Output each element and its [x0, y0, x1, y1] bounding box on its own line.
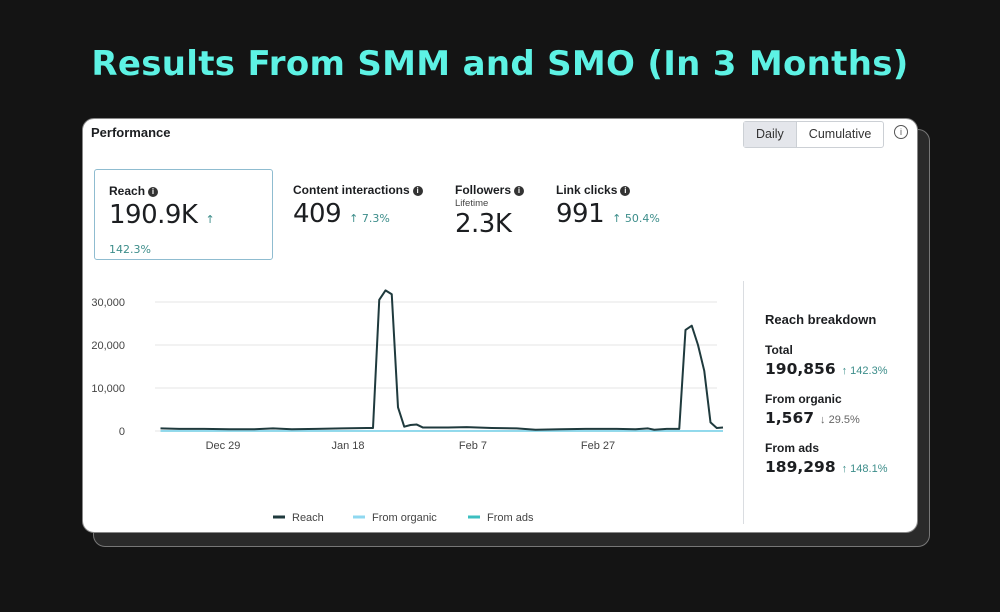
metric-change: ↑ 7.3%	[349, 212, 390, 225]
legend-label: Reach	[292, 512, 324, 524]
metric-change: ↑ 142.3%	[109, 213, 215, 256]
metric-change: ↑ 50.4%	[612, 212, 660, 225]
breakdown-change: ↑ 148.1%	[841, 463, 888, 475]
y-tick-label: 10,000	[91, 383, 125, 395]
metric-followers[interactable]: Followers i Lifetime 2.3K	[441, 169, 538, 260]
performance-card: Performance Daily Cumulative i Reach i 19…	[82, 118, 918, 533]
info-icon[interactable]: i	[514, 186, 525, 196]
breakdown-title: Reach breakdown	[765, 312, 877, 327]
metric-value: 2.3K	[455, 209, 512, 239]
toggle-daily[interactable]: Daily	[744, 122, 797, 147]
info-icon[interactable]: i	[412, 186, 423, 196]
breakdown-label: From ads	[765, 441, 820, 455]
view-toggle: Daily Cumulative	[743, 121, 885, 148]
y-tick-label: 0	[119, 426, 125, 438]
legend-label: From ads	[487, 512, 534, 524]
headline: Results From SMM and SMO (In 3 Months)	[91, 44, 909, 84]
x-tick-label: Feb 27	[581, 440, 615, 452]
metric-sublabel: Lifetime	[455, 198, 489, 209]
y-tick-label: 20,000	[91, 340, 125, 352]
metric-label: Link clicks	[556, 183, 618, 197]
metric-value: 991	[556, 199, 605, 229]
breakdown-label: From organic	[765, 392, 842, 406]
breakdown-value: 190,856	[765, 360, 836, 378]
info-icon[interactable]: i	[894, 125, 908, 139]
metric-label: Reach	[109, 184, 146, 198]
legend-label: From organic	[372, 512, 437, 524]
breakdown-value: 189,298	[765, 458, 836, 476]
info-icon[interactable]: i	[620, 186, 631, 196]
metric-value: 409	[293, 199, 342, 229]
divider	[743, 281, 744, 524]
metric-link-clicks[interactable]: Link clicks i 991 ↑ 50.4%	[542, 169, 674, 260]
metric-value: 190.9K	[109, 200, 198, 230]
breakdown-change: ↑ 142.3%	[841, 365, 888, 377]
x-tick-label: Dec 29	[206, 440, 241, 452]
toggle-cumulative[interactable]: Cumulative	[808, 127, 872, 141]
breakdown-value: 1,567	[765, 409, 815, 427]
breakdown-label: Total	[765, 343, 793, 357]
y-tick-label: 30,000	[91, 297, 125, 309]
metric-label: Content interactions	[293, 183, 410, 197]
series-line-reach	[160, 289, 724, 431]
metric-reach[interactable]: Reach i 190.9K ↑ 142.3%	[94, 169, 273, 260]
breakdown-change: ↓ 29.5%	[820, 414, 860, 426]
metric-content-interactions[interactable]: Content interactions i 409 ↑ 7.3%	[279, 169, 437, 260]
x-tick-label: Jan 18	[331, 440, 364, 452]
x-tick-label: Feb 7	[459, 440, 487, 452]
reach-breakdown: Reach breakdown Total 190,856 ↑ 142.3% Fr…	[765, 312, 887, 490]
metric-label: Followers	[455, 183, 512, 197]
panel-title: Performance	[91, 125, 171, 140]
info-icon[interactable]: i	[148, 187, 159, 197]
